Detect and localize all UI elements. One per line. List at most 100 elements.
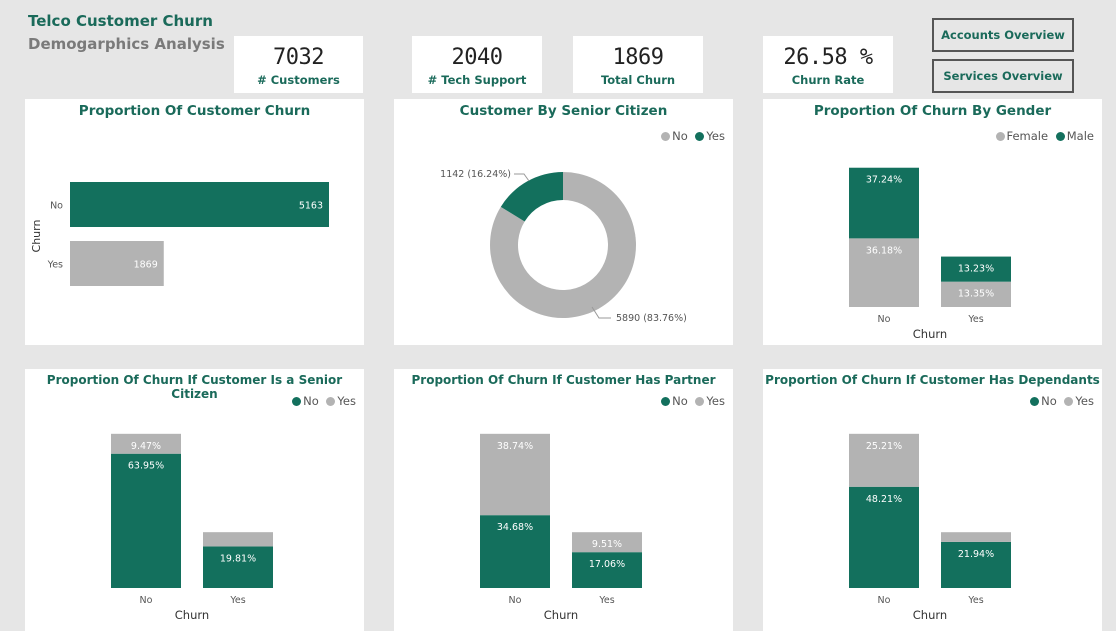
chart-title: Proportion Of Churn By Gender [813, 103, 1052, 119]
kpi-value: 7032 [273, 45, 324, 70]
axis-label: Churn [913, 608, 947, 622]
legend-dot [695, 132, 705, 141]
bar-segment [111, 453, 181, 588]
panel-churn-by-gender: Proportion Of Churn By Gender Female Mal… [763, 99, 1102, 345]
data-label: 19.81% [220, 553, 256, 564]
legend-label: No [1041, 394, 1057, 408]
legend-dot [1064, 397, 1074, 406]
legend-label: Yes [337, 394, 356, 408]
kpi-label: # Customers [257, 73, 340, 87]
panel-churn-partner: Proportion Of Churn If Customer Has Part… [394, 369, 733, 631]
legend-label: Male [1066, 129, 1094, 143]
legend-item: No [661, 129, 688, 143]
bar-segment [941, 256, 1011, 282]
chart-legend: Female Male [992, 129, 1094, 143]
legend-item: No [292, 394, 319, 408]
axis-label: Churn [913, 327, 947, 341]
legend-dot [661, 132, 671, 141]
chart-title: Proportion Of Churn If Customer Is a Sen… [46, 373, 343, 401]
data-label: 21.94% [958, 549, 994, 560]
data-label: 1869 [134, 260, 158, 271]
legend-item: No [1030, 394, 1057, 408]
leader-line [514, 173, 530, 182]
bar-segment [941, 281, 1011, 307]
bar-segment [572, 552, 642, 588]
legend-dot [995, 132, 1005, 141]
tick-label: Yes [967, 314, 983, 325]
bar [70, 182, 329, 227]
data-label: 38.74% [497, 441, 533, 452]
customer-churn-chart: 5163 No 1869 Yes Churn [30, 182, 329, 286]
legend-dot [1030, 397, 1040, 406]
bar-segment [111, 433, 181, 454]
bar-segment [572, 532, 642, 553]
donut-slice [490, 172, 636, 318]
tick-label: Yes [47, 260, 63, 271]
data-label: 25.21% [866, 441, 902, 452]
legend-dot [326, 397, 336, 406]
legend-label: No [303, 394, 319, 408]
kpi-card-customers: 7032 # Customers [234, 36, 363, 93]
panel-senior-citizen: Customer By Senior Citizen No Yes 1142 (… [394, 99, 733, 345]
tick-label: Yes [229, 595, 245, 606]
legend-item: Yes [695, 129, 725, 143]
bar-segment [849, 238, 919, 307]
chart-legend: No Yes [288, 394, 356, 408]
legend-label: Female [1006, 129, 1049, 143]
data-label: 63.95% [128, 461, 164, 472]
bar-segment [849, 486, 919, 588]
donut-slice [500, 172, 563, 222]
tick-label: No [50, 201, 63, 212]
dashboard-title: Telco Customer Churn [28, 12, 213, 30]
data-label: 9.51% [592, 539, 622, 550]
legend-label: No [672, 129, 688, 143]
accounts-overview-button[interactable]: Accounts Overview [932, 18, 1074, 52]
legend-item: Yes [1064, 394, 1094, 408]
legend-dot [695, 397, 705, 406]
leader-line [591, 306, 611, 319]
senior-citizen-donut: 1142 (16.24%) 5890 (83.76%) [440, 169, 687, 324]
legend-label: Yes [706, 129, 725, 143]
bar-segment [480, 433, 550, 516]
kpi-label: Total Churn [600, 73, 676, 87]
data-label: 34.68% [497, 522, 533, 533]
panel-customer-churn: Proportion Of Customer Churn 5163 No 1869 Y… [25, 99, 364, 345]
data-label: 37.24% [866, 175, 902, 186]
bar-segment [941, 541, 1011, 588]
legend-label: Yes [706, 394, 725, 408]
tick-label: No [878, 595, 891, 606]
chart-legend: No Yes [657, 394, 725, 408]
data-label: 17.06% [589, 559, 625, 570]
kpi-card-tech-support: 2040 # Tech Support [412, 36, 542, 93]
kpi-value: 2040 [451, 45, 503, 70]
bar-segment [849, 433, 919, 487]
kpi-label: Churn Rate [791, 73, 865, 87]
panel-churn-senior: Proportion Of Churn If Customer Is a Sen… [25, 369, 364, 631]
panel-churn-dependants: Proportion Of Churn If Customer Has Depe… [763, 369, 1102, 631]
churn-by-gender-chart: 36.18% 37.24% No 13.35% 13.23% Yes Churn [849, 167, 1011, 341]
tick-label: No [878, 314, 891, 325]
chart-legend: No Yes [1026, 394, 1094, 408]
legend-item: Male [1055, 129, 1094, 143]
tick-label: No [140, 595, 153, 606]
kpi-card-total-churn: 1869 Total Churn [573, 36, 703, 93]
services-overview-button[interactable]: Services Overview [932, 59, 1074, 93]
chart-title: Proportion Of Churn If Customer Has Depe… [765, 373, 1100, 387]
legend-item: No [661, 394, 688, 408]
bar-segment [203, 532, 273, 547]
data-label: 5163 [299, 201, 323, 212]
chart-title: Proportion Of Churn If Customer Has Part… [411, 373, 716, 387]
data-label: 13.23% [958, 264, 994, 275]
churn-senior-chart: 63.95% 9.47% No 19.81% Yes Churn [111, 433, 273, 622]
tick-label: No [509, 595, 522, 606]
tick-label: Yes [598, 595, 614, 606]
legend-dot [661, 397, 671, 406]
bar-segment [480, 515, 550, 588]
bar [70, 241, 164, 286]
legend-dot [1055, 132, 1065, 141]
legend-label: Yes [1075, 394, 1094, 408]
axis-label: Churn [30, 220, 43, 253]
kpi-card-churn-rate: 26.58 % Churn Rate [763, 36, 893, 93]
churn-dependants-chart: 48.21% 25.21% No 21.94% Yes Churn [849, 433, 1011, 622]
data-label: 13.35% [958, 289, 994, 300]
